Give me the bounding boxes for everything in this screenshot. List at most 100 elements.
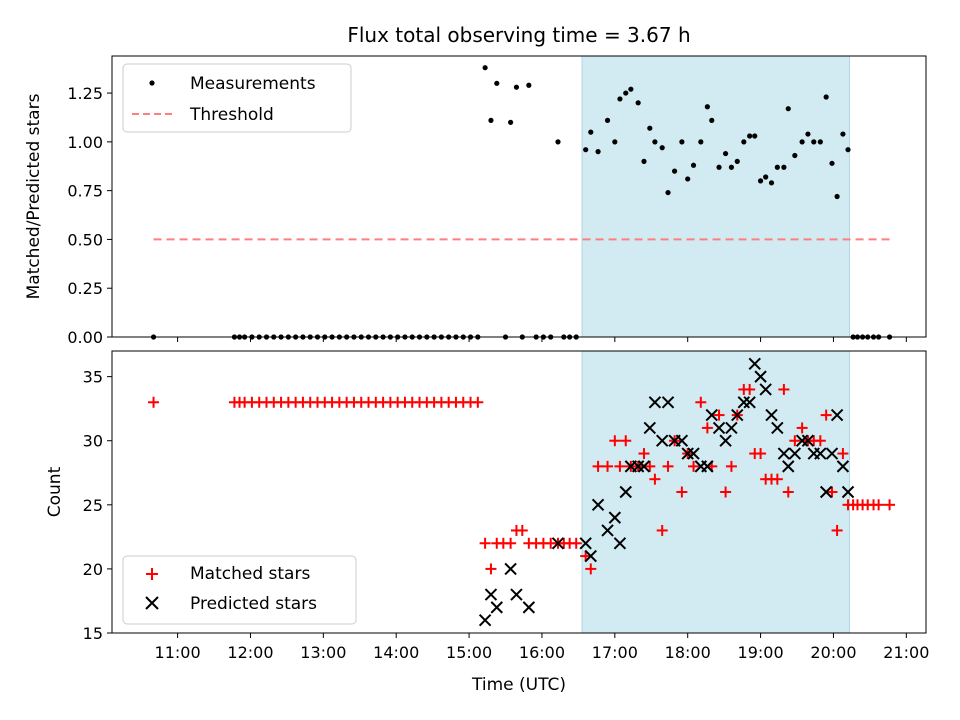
measurement-point: [494, 80, 500, 86]
measurement-point: [757, 178, 764, 184]
y-tick-label: 0.00: [67, 328, 103, 347]
x-tick-label: 18:00: [665, 643, 711, 662]
y-tick-label: 15: [83, 624, 103, 643]
matched-star-point: [820, 409, 832, 421]
measurement-point: [704, 104, 710, 110]
measurement-point: [805, 131, 811, 137]
measurement-point: [508, 119, 514, 125]
predicted-star-point: [841, 485, 855, 499]
measurement-point: [781, 164, 787, 170]
measurement-point: [747, 133, 753, 139]
top-x-ticks: [177, 337, 907, 342]
predicted-star-point: [591, 498, 605, 512]
bottom-axes-frame: [111, 350, 927, 634]
matched-star-point: [826, 486, 838, 498]
predicted-star-point: [687, 447, 700, 460]
y-tick-label: 25: [83, 496, 103, 515]
predicted-star-point: [737, 396, 751, 409]
measurement-point: [823, 94, 829, 100]
predicted-star-point: [551, 537, 565, 550]
matched-star-point: [649, 473, 661, 485]
predicted-star-point: [819, 485, 833, 499]
measurement-point: [482, 65, 488, 71]
top-legend: Measurements Threshold: [122, 63, 352, 133]
measurement-point: [513, 84, 520, 90]
bottom-observing-window: [581, 350, 850, 634]
x-tick-label: 16:00: [519, 643, 565, 662]
predicted-star-point: [478, 613, 492, 627]
measurement-point: [679, 139, 685, 145]
matched-star-point: [725, 460, 737, 472]
x-tick-label: 15:00: [446, 643, 492, 662]
measurement-point: [595, 149, 601, 155]
measurement-point: [817, 139, 823, 145]
predicted-star-point: [584, 549, 597, 563]
y-tick-label: 20: [83, 560, 103, 579]
matched-star-point: [505, 537, 517, 549]
measurement-point: [685, 176, 691, 182]
legend-matched-label: Matched stars: [190, 564, 310, 584]
matched-star-point: [695, 396, 707, 408]
y-tick-label: 0.25: [67, 279, 103, 298]
measurement-point: [840, 131, 846, 137]
predicted-star-point: [777, 447, 791, 460]
matched-star-point: [516, 524, 528, 536]
legend-threshold-label: Threshold: [189, 105, 274, 125]
predicted-star-point: [504, 562, 517, 576]
matched-star-point: [602, 460, 614, 472]
measurement-point: [834, 193, 840, 200]
measurement-point: [845, 147, 851, 153]
x-axis-label: Time (UTC): [471, 675, 566, 695]
measurement-point: [588, 129, 594, 135]
predicted-star-point: [836, 460, 850, 473]
predicted-star-point: [613, 537, 627, 550]
measurement-point: [728, 164, 735, 170]
bottom-legend-box: [122, 555, 357, 625]
measurement-point: [768, 180, 775, 186]
x-tick-label: 13:00: [300, 643, 346, 662]
matched-star-point: [720, 486, 732, 498]
y-tick-label: 30: [83, 432, 103, 451]
measurement-point: [628, 86, 634, 92]
predicted-star-point: [830, 408, 844, 422]
matched-star-point: [638, 448, 650, 460]
top-y-axis-label: Matched/Predicted stars: [24, 93, 44, 299]
measurement-point: [709, 117, 715, 123]
legend-predicted-label: Predicted stars: [190, 594, 317, 614]
legend-dot-marker: [149, 80, 155, 86]
predicted-star-point: [490, 601, 503, 614]
measurement-point: [617, 96, 623, 102]
chart-title: Flux total observing time = 3.67 h: [347, 23, 690, 47]
bottom-panel: 15 20 25 30 35 11:00 12:00 13:00 14:00 15:00 16:0…: [45, 350, 929, 695]
matched-star-point: [485, 563, 497, 575]
matched-star-point: [837, 448, 849, 460]
matched-star-point: [479, 537, 491, 549]
measurement-point: [647, 125, 653, 131]
predicted-star-point: [522, 601, 536, 614]
predicted-star-point: [765, 408, 778, 422]
bottom-y-ticks: 15 20 25 30 35: [83, 368, 112, 643]
measurement-point: [612, 139, 618, 145]
measurement-point: [741, 139, 747, 145]
predicted-star-point: [701, 460, 714, 473]
predicted-star-point: [731, 408, 744, 422]
matched-star-point: [873, 499, 885, 511]
predicted-star-point: [608, 511, 622, 524]
matched-star-point: [796, 422, 808, 434]
measurement-point: [635, 100, 641, 106]
predicted-star-point: [648, 396, 662, 409]
measurement-point: [665, 189, 671, 196]
measurement-point: [799, 139, 805, 145]
predicted-star-point: [795, 434, 809, 447]
top-panel: 0.00 0.25 0.50 0.75 1.00 1.25 Matched/Predict…: [24, 55, 927, 347]
top-legend-box: [122, 63, 352, 133]
bottom-x-ticks: 11:00 12:00 13:00 14:00 15:00 16:00 17:00 18:00…: [155, 633, 929, 662]
predicted-star-point: [655, 434, 669, 447]
measurement-point: [722, 150, 729, 157]
x-tick-label: 11:00: [155, 643, 201, 662]
predicted-star-point: [825, 447, 839, 460]
matched-star-point: [662, 460, 674, 472]
x-tick-label: 19:00: [738, 643, 784, 662]
y-tick-label: 0.50: [67, 230, 103, 249]
measurement-point: [526, 82, 532, 88]
